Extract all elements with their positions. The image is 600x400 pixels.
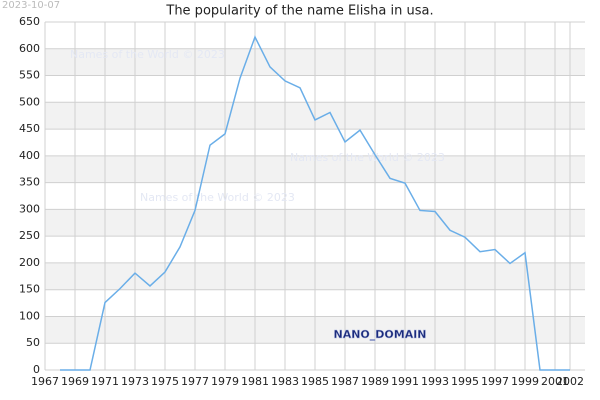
date-stamp: 2023-10-07 (2, 0, 60, 11)
x-tick-label: 1971 (91, 375, 119, 388)
y-tick-label: 250 (19, 229, 40, 242)
y-tick-label: 650 (19, 15, 40, 28)
y-tick-label: 500 (19, 95, 40, 108)
watermark: Names of the World © 2023 (290, 151, 445, 164)
x-tick-label: 1969 (61, 375, 89, 388)
y-tick-label: 550 (19, 69, 40, 82)
y-tick-label: 100 (19, 309, 40, 322)
y-tick-label: 300 (19, 202, 40, 215)
x-tick-label: 1973 (121, 375, 149, 388)
x-tick-label: 1981 (241, 375, 269, 388)
y-tick-label: 400 (19, 149, 40, 162)
y-tick-label: 0 (33, 363, 40, 376)
x-tick-label: 1999 (511, 375, 539, 388)
watermark: Names of the World © 2023 (140, 191, 295, 204)
watermark: Names of the World © 2023 (70, 48, 225, 61)
x-tick-label: 1989 (361, 375, 389, 388)
x-tick-label: 1975 (151, 375, 179, 388)
x-tick-label: 2001 (541, 375, 569, 388)
x-tick-label: 1997 (481, 375, 509, 388)
x-tick-label: 1979 (211, 375, 239, 388)
x-tick-label: 1991 (391, 375, 419, 388)
x-tick-label: 1993 (421, 375, 449, 388)
y-tick-label: 150 (19, 283, 40, 296)
chart-title: The popularity of the name Elisha in usa… (165, 4, 433, 19)
x-tick-label: 1967 (31, 375, 59, 388)
x-tick-label: 1995 (451, 375, 479, 388)
y-tick-label: 350 (19, 176, 40, 189)
x-tick-label: 1983 (271, 375, 299, 388)
x-tick-label: 2002 (556, 375, 584, 388)
domain-label: NANO_DOMAIN (333, 328, 426, 341)
y-tick-label: 450 (19, 122, 40, 135)
x-tick-label: 1977 (181, 375, 209, 388)
line (60, 35, 570, 371)
y-tick-label: 50 (26, 336, 40, 349)
x-tick-label: 1987 (331, 375, 359, 388)
y-tick-label: 200 (19, 256, 40, 269)
y-tick-label: 600 (19, 42, 40, 55)
x-tick-label: 1985 (301, 375, 329, 388)
